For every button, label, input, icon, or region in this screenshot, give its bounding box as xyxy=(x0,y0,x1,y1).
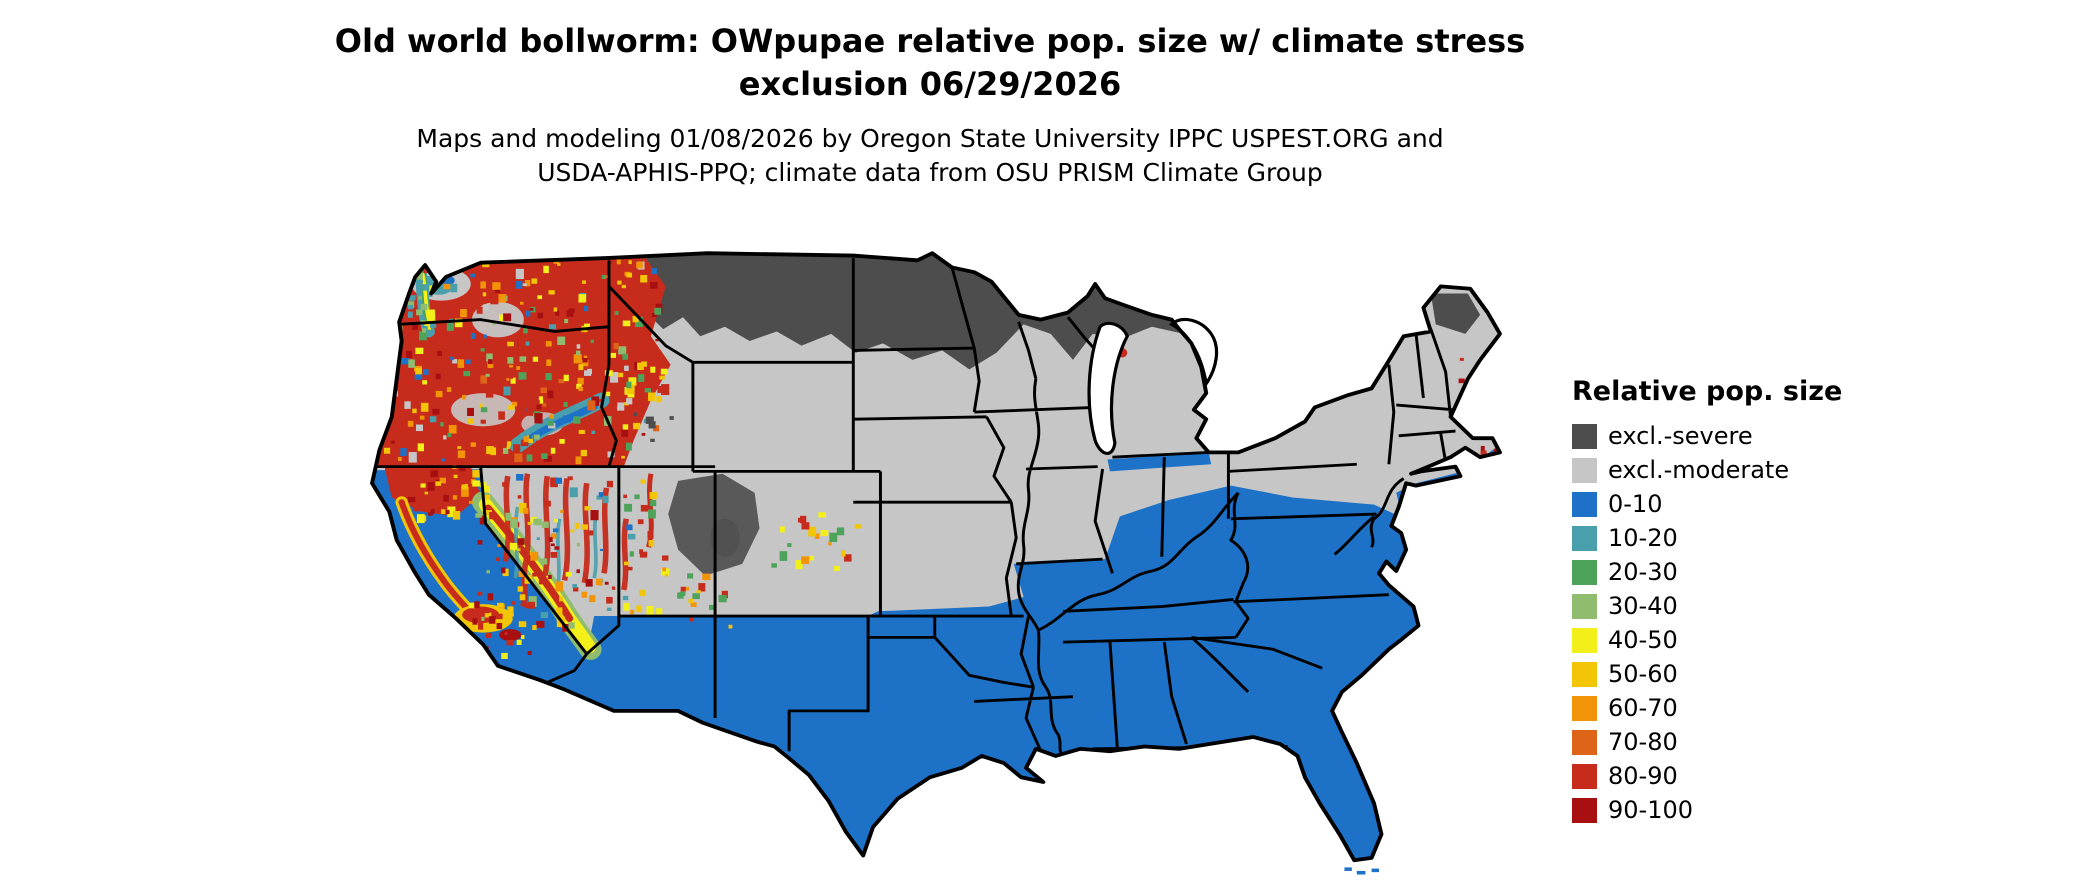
legend-item: 50-60 xyxy=(1572,657,1842,691)
legend-item: 70-80 xyxy=(1572,725,1842,759)
legend-swatch xyxy=(1572,491,1597,517)
legend-label: excl.-severe xyxy=(1608,422,1753,450)
socal-red-dot-2 xyxy=(460,634,467,641)
legend-label: 10-20 xyxy=(1608,524,1678,552)
severe-maine-patch xyxy=(1430,293,1481,334)
legend-label: 0-10 xyxy=(1608,490,1663,518)
coast-range-red xyxy=(398,499,479,622)
map-subtitle: Maps and modeling 01/08/2026 by Oregon S… xyxy=(180,122,1680,190)
sierra-red-core xyxy=(484,504,574,622)
palouse-gray-patch xyxy=(471,301,524,338)
legend-swatch xyxy=(1572,559,1597,585)
legend-label: 90-100 xyxy=(1608,796,1694,824)
legend-item: 20-30 xyxy=(1572,555,1842,589)
socal-red-patch-2 xyxy=(499,629,522,641)
legend-item: 60-70 xyxy=(1572,691,1842,725)
legend-label: 20-30 xyxy=(1608,558,1678,586)
severe-olympic-patch xyxy=(319,243,351,264)
map-title: Old world bollworm: OWpupae relative pop… xyxy=(180,20,1680,106)
legend-label: 80-90 xyxy=(1608,762,1678,790)
map-subtitle-line1: Maps and modeling 01/08/2026 by Oregon S… xyxy=(416,124,1444,153)
legend-swatch xyxy=(1572,695,1597,721)
legend-swatch xyxy=(1572,797,1597,823)
state-borders xyxy=(374,257,1456,760)
legend-label: 50-60 xyxy=(1608,660,1678,688)
legend-item: 0-10 xyxy=(1572,487,1842,521)
us-outline xyxy=(370,251,1502,863)
blue-region-michigan-fringe xyxy=(1107,452,1212,472)
legend-swatch xyxy=(1572,627,1597,653)
legend-swatch xyxy=(1572,423,1597,449)
map-title-line1: Old world bollworm: OWpupae relative pop… xyxy=(334,22,1526,60)
legend-swatch xyxy=(1572,593,1597,619)
legend-item: 40-50 xyxy=(1572,623,1842,657)
lake-michigan xyxy=(1087,321,1130,455)
legend-swatch xyxy=(1572,763,1597,789)
legend-label: 30-40 xyxy=(1608,592,1678,620)
severe-colorado-patch-2 xyxy=(710,518,740,557)
legend-swatch xyxy=(1572,525,1597,551)
legend-item: 90-100 xyxy=(1572,793,1842,827)
legend-item: 10-20 xyxy=(1572,521,1842,555)
legend-label: 60-70 xyxy=(1608,694,1678,722)
legend-swatch xyxy=(1572,457,1597,483)
legend-swatch xyxy=(1572,661,1597,687)
map-title-line2: exclusion 06/29/2026 xyxy=(738,65,1122,103)
legend-title: Relative pop. size xyxy=(1572,376,1843,407)
legend-swatch xyxy=(1572,729,1597,755)
legend-label: 40-50 xyxy=(1608,626,1678,654)
severe-adirondack-patch xyxy=(1327,349,1377,381)
legend-item: excl.-severe xyxy=(1572,419,1842,453)
legend: Relative pop. size excl.-severe excl.-mo… xyxy=(1572,376,1842,827)
florida-keys xyxy=(1344,867,1379,875)
legend-item: 30-40 xyxy=(1572,589,1842,623)
legend-item: excl.-moderate xyxy=(1572,453,1842,487)
legend-item: 80-90 xyxy=(1572,759,1842,793)
us-map xyxy=(298,220,1532,884)
legend-label: 70-80 xyxy=(1608,728,1678,756)
legend-label: excl.-moderate xyxy=(1608,456,1790,484)
map-raster-layers xyxy=(319,243,1500,861)
us-map-svg xyxy=(319,243,1502,875)
map-subtitle-line2: USDA-APHIS-PPQ; climate data from OSU PR… xyxy=(537,158,1323,187)
